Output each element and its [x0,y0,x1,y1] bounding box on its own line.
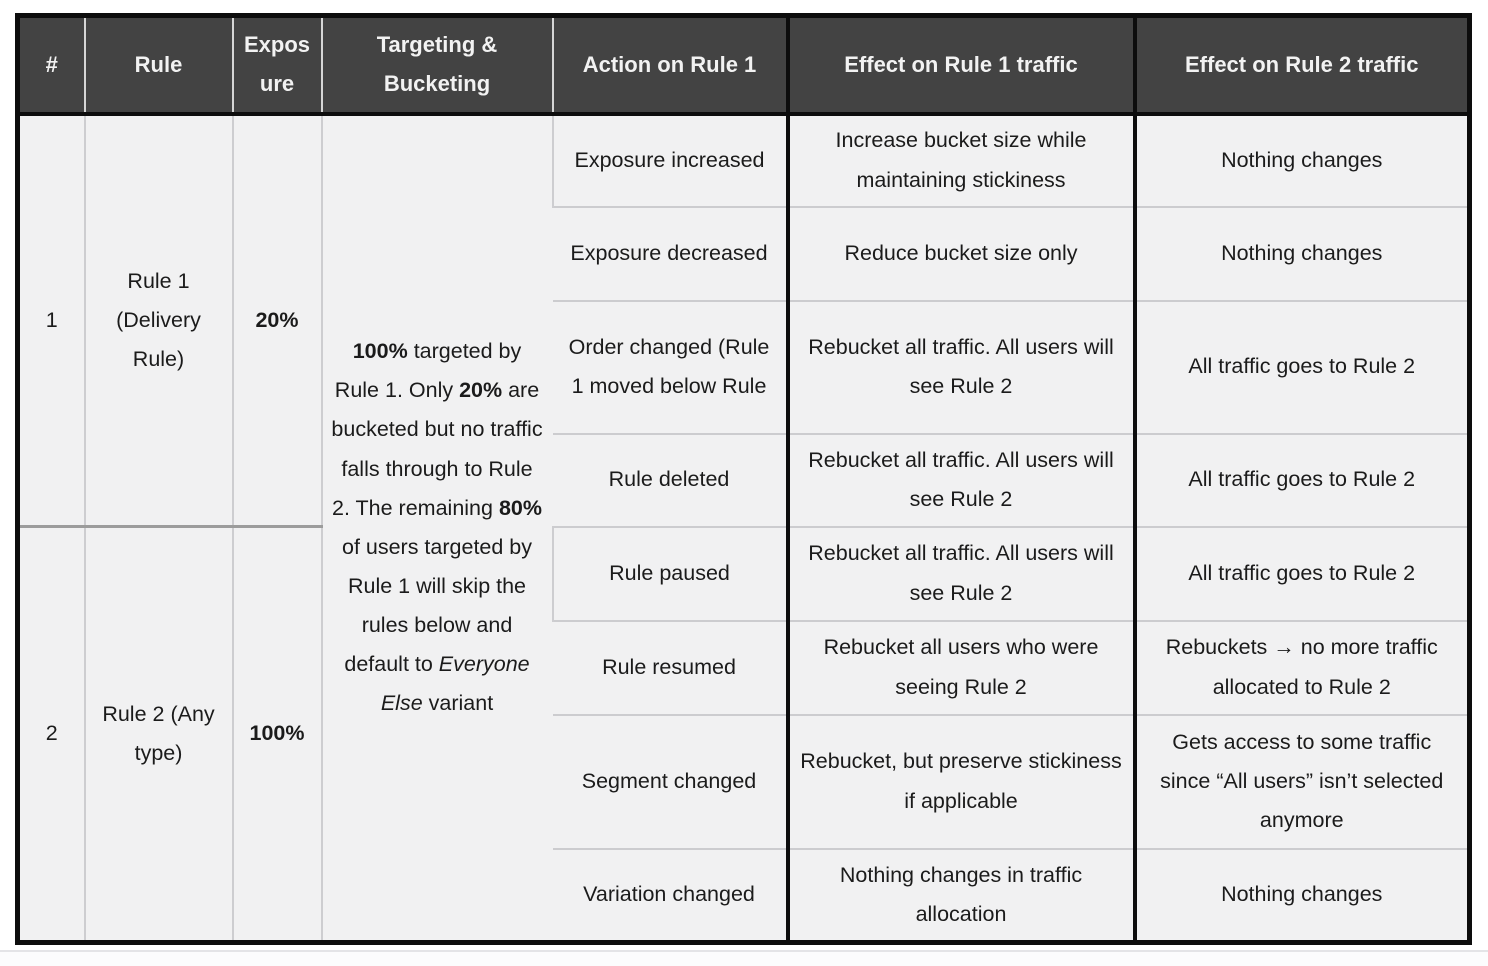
effect-rule1-cell: Rebucket all users who were seeing Rule … [785,619,1135,715]
action-cell: Rule resumed [552,619,788,715]
table-row: Variation changed Nothing changes in tra… [18,847,1470,943]
page-bottom-divider [0,950,1488,966]
effect-rule1-cell: Rebucket all traffic. All users will see… [785,432,1135,527]
action-cell: Segment changed [552,713,788,849]
effect-rule2-cell: Nothing changes [1132,847,1470,943]
rule1-name-cell: Rule 1 (Delivery Rule) [83,113,233,527]
header-effect-rule1: Effect on Rule 1 traffic [785,15,1135,116]
action-cell: Order changed (Rule 1 moved below Rule [552,299,788,434]
rule2-number-cell: 2 [17,525,85,943]
table-row: Rule resumed Rebucket all users who were… [18,619,1470,715]
effect-rule1-cell: Increase bucket size while maintaining s… [785,113,1135,207]
action-cell: Rule deleted [552,432,788,527]
action-cell: Variation changed [552,847,788,943]
rule2-exposure-cell: 100% [231,525,322,943]
rule2-name-cell: Rule 2 (Any type) [83,525,233,943]
table-row: Exposure decreased Reduce bucket size on… [18,205,1470,301]
effect-rule2-cell: All traffic goes to Rule 2 [1132,432,1470,527]
table-row: Order changed (Rule 1 moved below Rule R… [18,299,1470,434]
rule1-number-cell: 1 [45,307,58,332]
table-row: Rule deleted Rebucket all traffic. All u… [18,432,1470,527]
targeting-bucketing-cell: 100% targeted by Rule 1. Only 20% are bu… [320,113,553,943]
header-number: # [17,15,85,116]
effect-rule1-cell: Reduce bucket size only [785,205,1135,301]
table-row: 2 Rule 2 (Any type) 100% Rule paused Reb… [17,525,1470,943]
effect-rule1-cell: Rebucket, but preserve stickiness if app… [785,713,1135,849]
effect-rule2-cell: All traffic goes to Rule 2 [1132,299,1470,434]
effect-rule2-cell: All traffic goes to Rule 2 [1132,525,1470,621]
header-targeting-bucketing: Targeting & Bucketing [320,15,553,116]
table-row: 1 Rule 1 (Delivery Rule) 20% 100% target… [18,113,1470,943]
header-exposure: Exposure [231,15,322,116]
header-effect-rule2: Effect on Rule 2 traffic [1132,15,1470,116]
effect-rule1-cell: Nothing changes in traffic allocation [785,847,1135,943]
header-row: # Rule Exposure Targeting & Bucketing Ac… [17,15,1470,116]
effect-rule2-cell: Rebuckets → no more traffic allocated to… [1132,619,1470,715]
header-rule: Rule [83,15,233,116]
traffic-rules-table: # Rule Exposure Targeting & Bucketing Ac… [15,13,1472,945]
action-cell: Rule paused [551,525,788,621]
rule1-exposure-cell: 20% [231,113,322,527]
action-cell: Exposure decreased [552,205,788,301]
effect-rule1-cell: Rebucket all traffic. All users will see… [785,299,1135,434]
effect-rule2-cell: Gets access to some traffic since “All u… [1132,713,1470,849]
header-action-on-rule1: Action on Rule 1 [551,15,788,116]
effect-rule1-cell: Rebucket all traffic. All users will see… [785,525,1135,621]
effect-rule2-cell: Nothing changes [1132,113,1470,207]
action-cell: Exposure increased [551,113,788,207]
table-row: Segment changed Rebucket, but preserve s… [18,713,1470,849]
effect-rule2-cell: Nothing changes [1132,205,1470,301]
